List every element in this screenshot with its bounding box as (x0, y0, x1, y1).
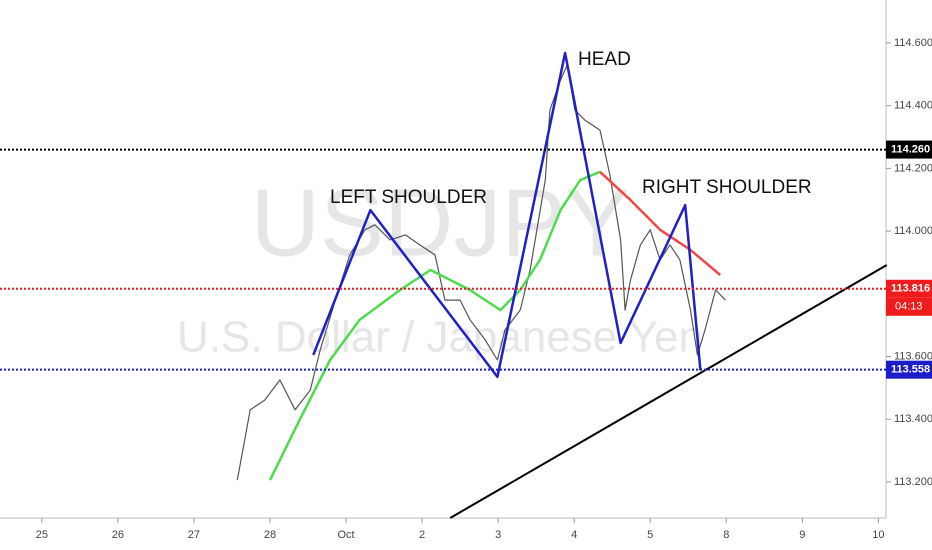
y-tick-label: 113.400 (894, 413, 932, 425)
level-label: 113.816 (891, 283, 930, 295)
countdown: 04:13 (895, 301, 923, 313)
x-tick-label: 27 (188, 529, 200, 541)
annotation: HEAD (578, 49, 631, 70)
price-line (268, 170, 601, 481)
level-tag (886, 360, 932, 379)
y-tick-label: 114.000 (894, 225, 932, 237)
x-tick-label: 9 (799, 529, 805, 541)
level-tag (886, 140, 932, 159)
y-tick-label: 113.600 (894, 350, 932, 362)
x-tick-label: Oct (337, 529, 354, 541)
countdown-tag (886, 297, 932, 316)
y-tick-label: 114.600 (894, 37, 932, 49)
y-tick-label: 114.200 (894, 162, 932, 174)
watermark-symbol: USDJPY (251, 169, 630, 276)
level-label: 113.558 (891, 364, 930, 376)
level-tag (886, 279, 932, 298)
x-tick-label: 3 (495, 529, 501, 541)
level-label: 114.260 (891, 143, 930, 155)
price-line (312, 51, 702, 379)
annotation: LEFT SHOULDER (330, 187, 487, 208)
x-tick-label: 25 (36, 529, 48, 541)
annotation: RIGHT SHOULDER (642, 177, 812, 198)
price-line (599, 170, 722, 276)
y-tick-label: 113.200 (894, 476, 932, 488)
x-tick-label: 26 (112, 529, 124, 541)
x-tick-label: 10 (872, 529, 884, 541)
price-line (449, 264, 888, 519)
x-tick-label: 5 (647, 529, 653, 541)
x-tick-label: 28 (264, 529, 276, 541)
x-tick-label: 4 (571, 529, 577, 541)
x-tick-label: 8 (723, 529, 729, 541)
x-tick-label: 2 (419, 529, 425, 541)
y-tick-label: 114.400 (894, 100, 932, 112)
